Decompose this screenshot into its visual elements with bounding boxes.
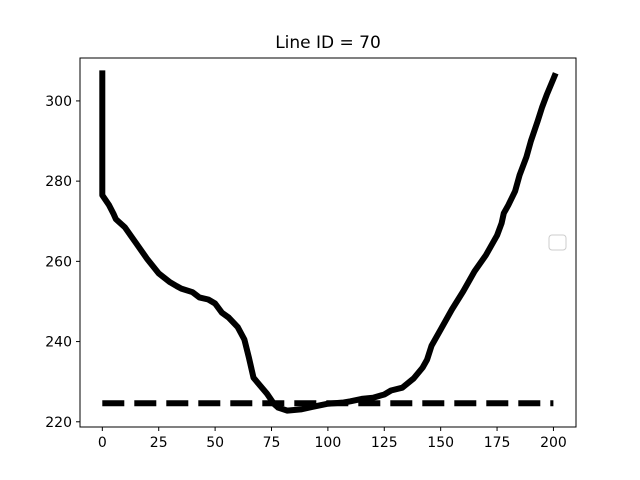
y-tick-label: 220 [45, 415, 72, 431]
y-tick-label: 240 [45, 335, 72, 351]
x-tick-label: 150 [427, 435, 454, 451]
y-tick-label: 280 [45, 174, 72, 190]
legend-box [548, 234, 567, 251]
x-tick-label: 25 [150, 435, 168, 451]
x-tick-label: 200 [540, 435, 567, 451]
y-tick-label: 260 [45, 254, 72, 270]
x-tick-label: 50 [206, 435, 224, 451]
x-axis: 0 25 50 75 100 125 150 175 200 [98, 427, 567, 451]
series-layer [99, 70, 559, 414]
x-tick-label: 125 [371, 435, 398, 451]
x-tick-label: 175 [484, 435, 511, 451]
y-tick-label: 300 [45, 94, 72, 110]
y-axis: 220 240 260 280 300 [45, 94, 80, 431]
x-tick-label: 75 [263, 435, 281, 451]
x-tick-label: 100 [315, 435, 342, 451]
chart-title: Line ID = 70 [275, 33, 381, 53]
x-tick-label: 0 [98, 435, 107, 451]
plot-area-frame [79, 57, 577, 428]
solid-series-line [99, 70, 559, 414]
